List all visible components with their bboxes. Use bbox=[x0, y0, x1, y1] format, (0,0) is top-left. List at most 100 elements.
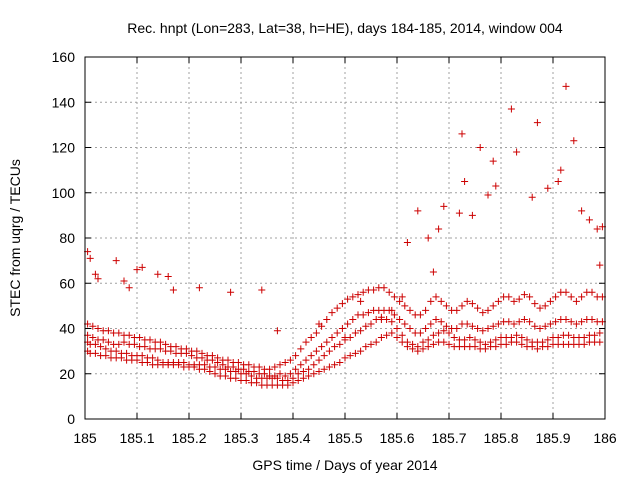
data-point bbox=[419, 338, 427, 346]
data-point bbox=[383, 315, 391, 323]
data-point bbox=[578, 293, 586, 301]
data-point bbox=[562, 82, 570, 90]
data-point bbox=[312, 347, 320, 355]
data-point bbox=[432, 315, 440, 323]
x-tick-label: 185.2 bbox=[171, 430, 206, 446]
data-point bbox=[398, 293, 406, 301]
data-point bbox=[320, 352, 328, 360]
data-point bbox=[544, 336, 552, 344]
data-point bbox=[544, 343, 552, 351]
data-point bbox=[445, 340, 453, 348]
data-point bbox=[294, 370, 302, 378]
data-point bbox=[193, 347, 201, 355]
data-point bbox=[523, 336, 531, 344]
data-point bbox=[578, 207, 586, 215]
data-point bbox=[406, 306, 414, 314]
data-point bbox=[572, 320, 580, 328]
data-point bbox=[409, 340, 417, 348]
data-point bbox=[370, 286, 378, 294]
data-point bbox=[393, 325, 401, 332]
data-point bbox=[227, 288, 235, 296]
data-point bbox=[591, 331, 599, 339]
data-point bbox=[91, 340, 99, 348]
data-point bbox=[125, 284, 133, 292]
data-point bbox=[242, 377, 250, 385]
data-point bbox=[156, 345, 164, 353]
data-point bbox=[115, 329, 123, 337]
data-point bbox=[458, 130, 466, 138]
data-point bbox=[468, 211, 476, 219]
data-point bbox=[341, 334, 349, 342]
data-point bbox=[271, 372, 279, 380]
data-point bbox=[94, 275, 102, 283]
data-point bbox=[380, 284, 388, 292]
data-point bbox=[112, 347, 120, 355]
data-point bbox=[427, 320, 435, 328]
data-point bbox=[442, 302, 450, 310]
data-point bbox=[536, 304, 544, 312]
data-point bbox=[554, 177, 562, 185]
data-point bbox=[502, 340, 510, 348]
data-point bbox=[427, 297, 435, 305]
data-point bbox=[528, 193, 536, 201]
data-point bbox=[224, 356, 232, 364]
data-point bbox=[362, 343, 370, 351]
data-point bbox=[406, 325, 414, 332]
data-point bbox=[492, 336, 500, 344]
data-point bbox=[292, 365, 300, 373]
data-point bbox=[104, 327, 112, 335]
data-point bbox=[164, 272, 172, 280]
data-point bbox=[120, 277, 128, 285]
data-point bbox=[453, 306, 461, 314]
data-point bbox=[286, 356, 294, 364]
data-point bbox=[533, 119, 541, 127]
y-axis-label: STEC from uqrg / TECUs bbox=[7, 159, 23, 317]
data-point bbox=[429, 268, 437, 276]
data-point bbox=[156, 338, 164, 346]
data-point bbox=[596, 261, 604, 269]
data-point bbox=[432, 293, 440, 301]
data-point bbox=[364, 309, 372, 317]
data-point bbox=[546, 320, 554, 328]
data-point bbox=[442, 322, 450, 330]
data-point bbox=[474, 304, 482, 312]
data-point bbox=[305, 365, 313, 373]
data-point bbox=[362, 322, 370, 330]
data-point bbox=[510, 320, 518, 328]
data-point bbox=[357, 347, 365, 355]
data-point bbox=[297, 345, 305, 353]
data-point bbox=[526, 293, 534, 301]
data-point bbox=[461, 336, 469, 344]
x-tick-label: 185.7 bbox=[431, 430, 466, 446]
y-tick-label: 120 bbox=[52, 140, 76, 156]
data-point bbox=[507, 105, 515, 113]
data-point bbox=[138, 263, 146, 271]
data-point bbox=[458, 302, 466, 310]
data-point bbox=[440, 327, 448, 335]
data-point bbox=[455, 209, 463, 217]
data-point bbox=[513, 331, 521, 339]
y-tick-label: 100 bbox=[52, 185, 76, 201]
data-point bbox=[414, 343, 422, 351]
data-point bbox=[320, 365, 328, 373]
data-point bbox=[544, 184, 552, 192]
data-point bbox=[437, 297, 445, 305]
data-point bbox=[289, 374, 297, 382]
data-point bbox=[276, 361, 284, 369]
data-point bbox=[463, 320, 471, 328]
data-point bbox=[570, 137, 578, 145]
data-point bbox=[331, 361, 339, 369]
data-point bbox=[372, 338, 380, 346]
data-point bbox=[531, 300, 539, 308]
axis-ticks: 185 185.1 185.2 185.3 185.4 185.5 185.6 185.7 18… bbox=[52, 49, 617, 446]
data-point bbox=[273, 327, 281, 335]
data-point bbox=[536, 325, 544, 332]
data-point bbox=[214, 354, 222, 362]
x-tick-label: 185.5 bbox=[327, 430, 362, 446]
data-point bbox=[333, 304, 341, 312]
data-point bbox=[453, 325, 461, 332]
data-point bbox=[338, 325, 346, 332]
data-point bbox=[494, 297, 502, 305]
data-point bbox=[479, 309, 487, 317]
data-point bbox=[481, 340, 489, 348]
